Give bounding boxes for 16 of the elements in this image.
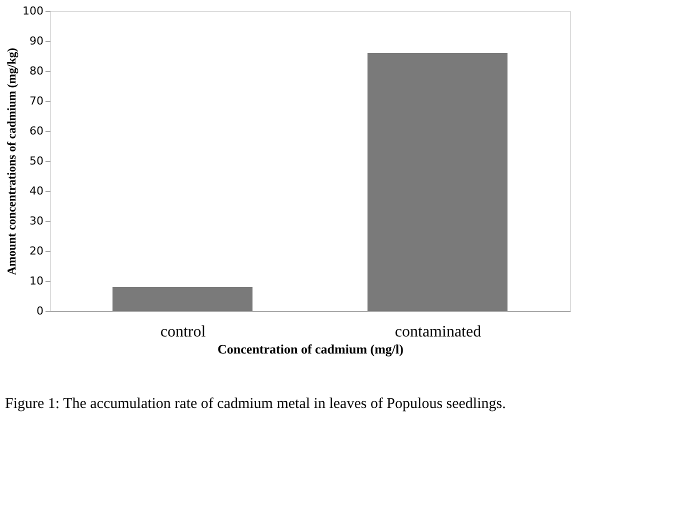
y-tick-label: 40 (30, 184, 44, 198)
y-tick-label: 0 (36, 304, 44, 318)
y-tick-label: 80 (30, 64, 44, 78)
caption: Figure 1: The accumulation rate of cadmium metal in leaves of Populous seedlings. (5, 396, 506, 412)
y-tick-label: 20 (30, 244, 44, 258)
x-tick-label: control (160, 324, 206, 340)
y-tick-label: 70 (30, 94, 44, 108)
y-tick-label: 50 (30, 154, 44, 168)
y-tick-label: 10 (30, 274, 44, 288)
y-axis-title: Amount concentrations of cadmium (mg/kg) (4, 48, 19, 276)
y-tick-label: 100 (22, 4, 44, 18)
y-tick-label: 90 (30, 34, 44, 48)
y-tick-label: 60 (30, 124, 44, 138)
y-tick-label: 30 (30, 214, 44, 228)
x-axis-title: Concentration of cadmium (mg/l) (218, 342, 404, 356)
x-tick-label: contaminated (394, 324, 482, 340)
